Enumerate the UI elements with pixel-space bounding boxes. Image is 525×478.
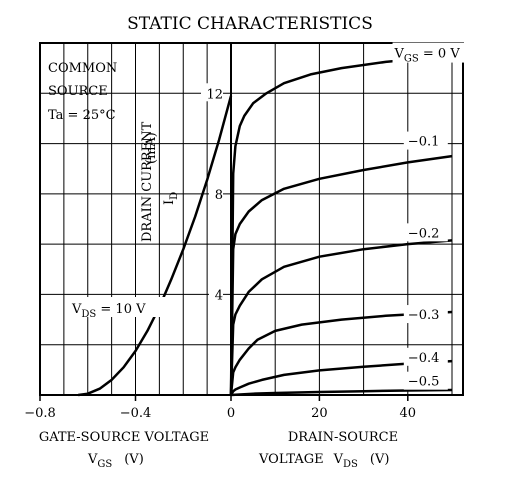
series-label: −0.2: [408, 226, 440, 241]
series-label-bg: [403, 305, 448, 324]
series-label-bg: [403, 223, 448, 242]
series-label-bg: [392, 42, 485, 63]
grid: [40, 43, 463, 395]
curves: VGS = 0 V −0.1 −0.2 −0.3 −0.4 −0.5: [78, 42, 485, 397]
transfer-x-axis-symbol: VGS (V): [87, 452, 144, 470]
x-ticks: −0.8 −0.4 0 20 40: [24, 395, 416, 421]
series-label-bg: [403, 371, 448, 390]
x-tick-label: 0: [227, 406, 235, 421]
output-curve-5: [230, 388, 453, 397]
y-tick-bg: [201, 83, 223, 102]
y-tick-label: 8: [215, 188, 223, 203]
series-label: −0.5: [408, 375, 440, 390]
output-x-axis-symbol: VOLTAGE VDS (V): [258, 452, 389, 470]
y-ticks: 4 8 12: [201, 83, 223, 303]
x-tick-label: 20: [311, 406, 328, 421]
transfer-condition-label: VDS = 10 V: [71, 302, 146, 320]
x-tick-label: 40: [400, 406, 417, 421]
y-axis-label: DRAIN CURRENT: [140, 121, 155, 242]
output-curve-1: [229, 154, 453, 396]
series-label-bg: [403, 347, 448, 366]
transfer-curve: [78, 95, 233, 397]
annotation-line3: Ta = 25°C: [48, 108, 116, 123]
annotation-line2: SOURCE: [48, 84, 108, 99]
y-tick-label: 4: [215, 288, 223, 303]
y-tick-bg: [209, 183, 223, 202]
y-axis-unit: (mA): [144, 132, 159, 164]
transfer-x-axis-label: GATE-SOURCE VOLTAGE: [39, 430, 209, 445]
output-curve-2: [229, 239, 453, 396]
series-label: −0.1: [408, 135, 440, 150]
y-tick-label: 12: [206, 87, 223, 102]
series-label: −0.3: [408, 308, 440, 323]
x-tick-label: −0.8: [24, 406, 56, 421]
chart-title: STATIC CHARACTERISTICS: [127, 14, 373, 34]
x-tick-label: −0.4: [120, 406, 152, 421]
y-axis-symbol: ID: [162, 192, 180, 205]
output-curve-0: [229, 54, 453, 396]
series-label: −0.4: [408, 351, 440, 366]
output-x-axis-label: DRAIN-SOURCE: [288, 430, 398, 445]
series-label-bg: [403, 131, 448, 150]
y-tick-bg: [209, 284, 223, 303]
output-curve-4: [229, 359, 453, 396]
series-label: VGS = 0 V: [394, 47, 461, 65]
annotation-line1: COMMON: [48, 61, 117, 76]
output-curve-3: [229, 310, 453, 396]
